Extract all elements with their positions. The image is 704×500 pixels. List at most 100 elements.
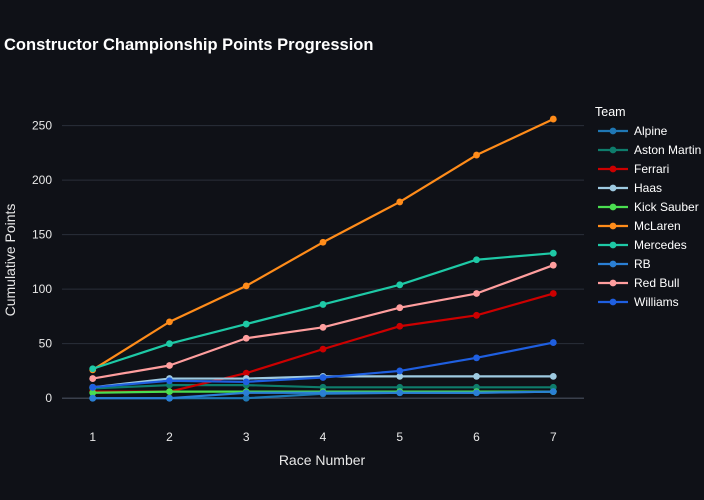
data-point [242,369,250,377]
legend-swatch-marker [609,222,617,230]
legend-item-red-bull: Red Bull [598,276,679,290]
legend-label: RB [634,257,651,271]
data-point [89,389,97,397]
y-tick-label: 250 [32,119,52,133]
x-tick-label: 6 [473,430,480,444]
data-point [166,377,173,385]
legend-item-aston-martin: Aston Martin [598,143,701,157]
legend-label: Haas [634,181,662,195]
legend: Team Alpine Aston Martin Ferrari Haas Kick S… [595,105,701,309]
legend-swatch-marker [609,146,617,154]
data-point [166,318,173,326]
data-point [549,372,557,380]
data-point [396,372,404,380]
data-point [396,389,404,397]
data-point [319,389,327,397]
series-mercedes [89,249,557,373]
legend-label: Red Bull [634,276,679,290]
data-point [549,290,557,297]
data-point [166,388,173,396]
x-tick-label: 4 [320,430,327,444]
legend-swatch-marker [609,298,617,306]
chart-title: Constructor Championship Points Progress… [4,36,373,54]
data-point [473,151,480,159]
grid-layer [62,125,584,399]
legend-title: Team [595,105,626,119]
legend-label: Ferrari [634,162,669,176]
data-point [319,238,327,246]
x-tick-label: 7 [550,430,557,444]
data-point [319,323,327,331]
legend-swatch-marker [609,260,617,268]
data-point [549,261,557,269]
data-point [473,256,480,264]
series-rb [89,388,557,402]
legend-label: Aston Martin [634,143,701,157]
data-point [549,339,557,346]
legend-item-mclaren: McLaren [598,219,681,233]
data-point [549,115,557,123]
data-point [396,281,404,289]
data-point [319,374,327,381]
data-point [396,198,404,206]
data-point [396,322,404,330]
y-tick-label: 0 [45,391,52,405]
data-point [473,372,480,380]
series-red-bull [89,261,557,382]
legend-label: Mercedes [634,238,687,252]
data-point [166,394,173,402]
legend-item-rb: RB [598,257,651,271]
data-point [242,334,250,342]
legend-item-williams: Williams [598,295,679,309]
data-point [396,367,404,375]
x-tick-label: 1 [89,430,96,444]
legend-swatch-marker [609,127,617,135]
legend-label: Kick Sauber [634,200,699,214]
data-point [549,249,557,257]
y-tick-label: 150 [32,228,52,242]
legend-swatch-marker [609,203,617,211]
data-point [242,394,250,402]
data-point [242,389,250,397]
data-point [89,375,97,382]
series-layer [89,115,557,402]
x-tick-label: 3 [243,430,250,444]
data-point [166,340,173,348]
axis-layer: 0 50 100 150 200 250 1 2 3 4 5 6 7 [32,119,557,444]
legend-item-ferrari: Ferrari [598,162,669,176]
legend-label: Alpine [634,124,668,138]
legend-item-haas: Haas [598,181,662,195]
data-point [473,389,480,397]
data-point [319,345,327,353]
y-tick-label: 200 [32,173,52,187]
data-point [549,388,557,396]
data-point [89,365,97,373]
data-point [242,282,250,290]
legend-item-alpine: Alpine [598,124,668,138]
legend-swatch-marker [609,165,617,173]
x-axis-title: Race Number [279,452,366,468]
x-tick-label: 5 [396,430,403,444]
data-point [242,320,250,328]
legend-label: McLaren [634,219,681,233]
legend-item-kick-sauber: Kick Sauber [598,200,699,214]
legend-swatch-marker [609,241,617,249]
series-williams [89,339,557,391]
data-point [242,378,250,386]
data-point [473,290,480,297]
y-axis-title: Cumulative Points [2,204,18,317]
data-point [396,304,404,312]
series-mclaren [89,115,557,374]
data-point [89,383,97,391]
series-line [92,264,554,380]
y-tick-label: 50 [39,337,53,351]
data-point [319,301,327,308]
data-point [473,354,480,362]
data-point [473,311,480,319]
x-tick-label: 2 [166,430,173,444]
data-point [166,362,173,369]
legend-swatch-marker [609,184,617,192]
data-point [89,394,97,402]
